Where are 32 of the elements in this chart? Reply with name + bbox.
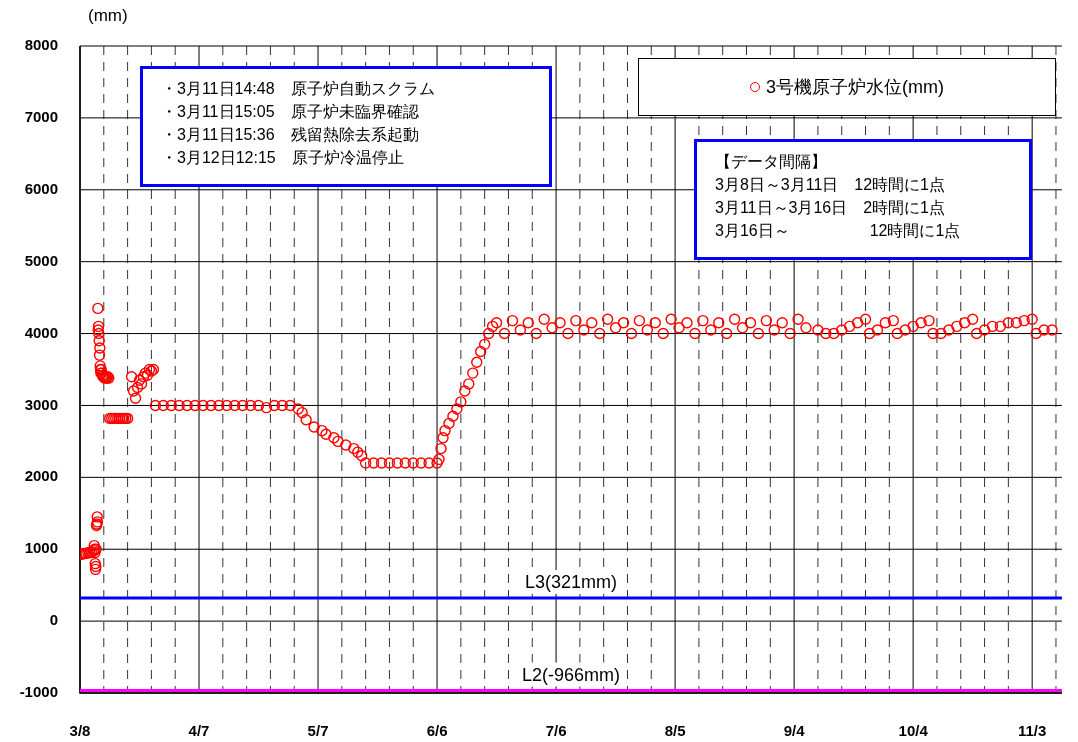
ref-line-label: L3(321mm) (524, 572, 617, 592)
y-tick-label: 6000 (24, 179, 58, 197)
y-tick-label: 2000 (24, 467, 58, 485)
y-tick-label: 7000 (24, 108, 58, 126)
y-tick-label: 5000 (24, 251, 58, 269)
y-axis-title: (mm) (88, 6, 128, 26)
x-tick-label: 4/7 (188, 722, 210, 740)
x-tick-label: 10/4 (898, 722, 929, 740)
annotation: ・3月11日14:48 原子炉自動スクラム (161, 79, 436, 99)
y-tick-label: 4000 (24, 323, 58, 341)
x-tick-label: 8/5 (664, 722, 686, 740)
y-tick-label: 1000 (24, 539, 58, 557)
x-tick-label: 11/3 (1017, 722, 1047, 740)
annotation: 3月11日～3月16日 2時間に1点 (715, 198, 946, 218)
legend-box: 3号機原子炉水位(mm) (638, 58, 1056, 116)
y-tick-label: -1000 (19, 683, 58, 701)
x-tick-label: 5/7 (307, 722, 329, 740)
x-tick-label: 9/4 (783, 722, 806, 740)
annotation: ・3月12日12:15 原子炉冷温停止 (161, 148, 405, 168)
annotation: ・3月11日15:36 残留熱除去系起動 (161, 125, 420, 145)
y-tick-label: 3000 (24, 395, 58, 413)
annotation: 【データ間隔】 (715, 152, 828, 172)
ref-line-label: L2(-966mm) (521, 664, 620, 685)
x-tick-label: 3/8 (69, 722, 91, 740)
annotation: 3月8日～3月11日 12時間に1点 (715, 175, 946, 195)
y-tick-label: 0 (49, 611, 58, 629)
annotation: ・3月11日15:05 原子炉未臨界確認 (161, 102, 420, 122)
annotation: 3月16日～ 12時間に1点 (715, 221, 962, 241)
x-tick-label: 7/6 (545, 722, 567, 740)
y-tick-label: 8000 (24, 36, 58, 54)
x-tick-label: 6/6 (426, 722, 448, 740)
legend-label: 3号機原子炉水位(mm) (766, 76, 944, 99)
